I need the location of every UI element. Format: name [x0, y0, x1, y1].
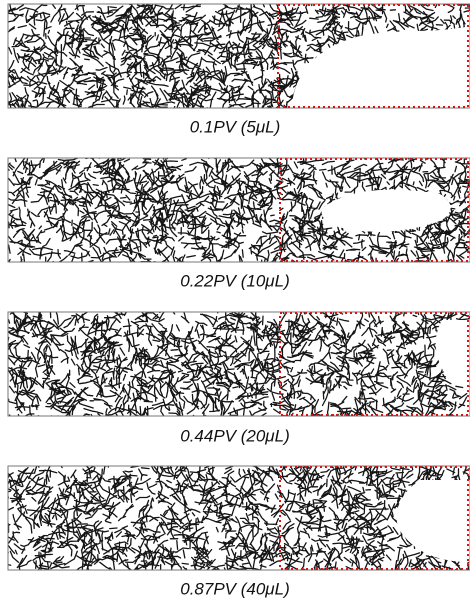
caption: 0.44PV (20μL) — [180, 426, 290, 445]
caption: 0.22PV (10μL) — [180, 271, 290, 290]
panel: 0.22PV (10μL) — [0, 139, 470, 291]
figure: 0.1PV (5μL) 0.22PV (10μL) 0.44PV (20μL) … — [0, 0, 470, 602]
caption: 0.1PV (5μL) — [190, 117, 281, 136]
panel: 0.87PV (40μL) — [0, 449, 470, 599]
invaded-region — [397, 480, 470, 562]
panel: 0.1PV (5μL) — [0, 0, 470, 136]
panel: 0.44PV (20μL) — [0, 293, 470, 445]
network-texture — [0, 293, 470, 436]
caption: 0.87PV (40μL) — [180, 579, 290, 598]
invaded-region — [292, 26, 470, 110]
